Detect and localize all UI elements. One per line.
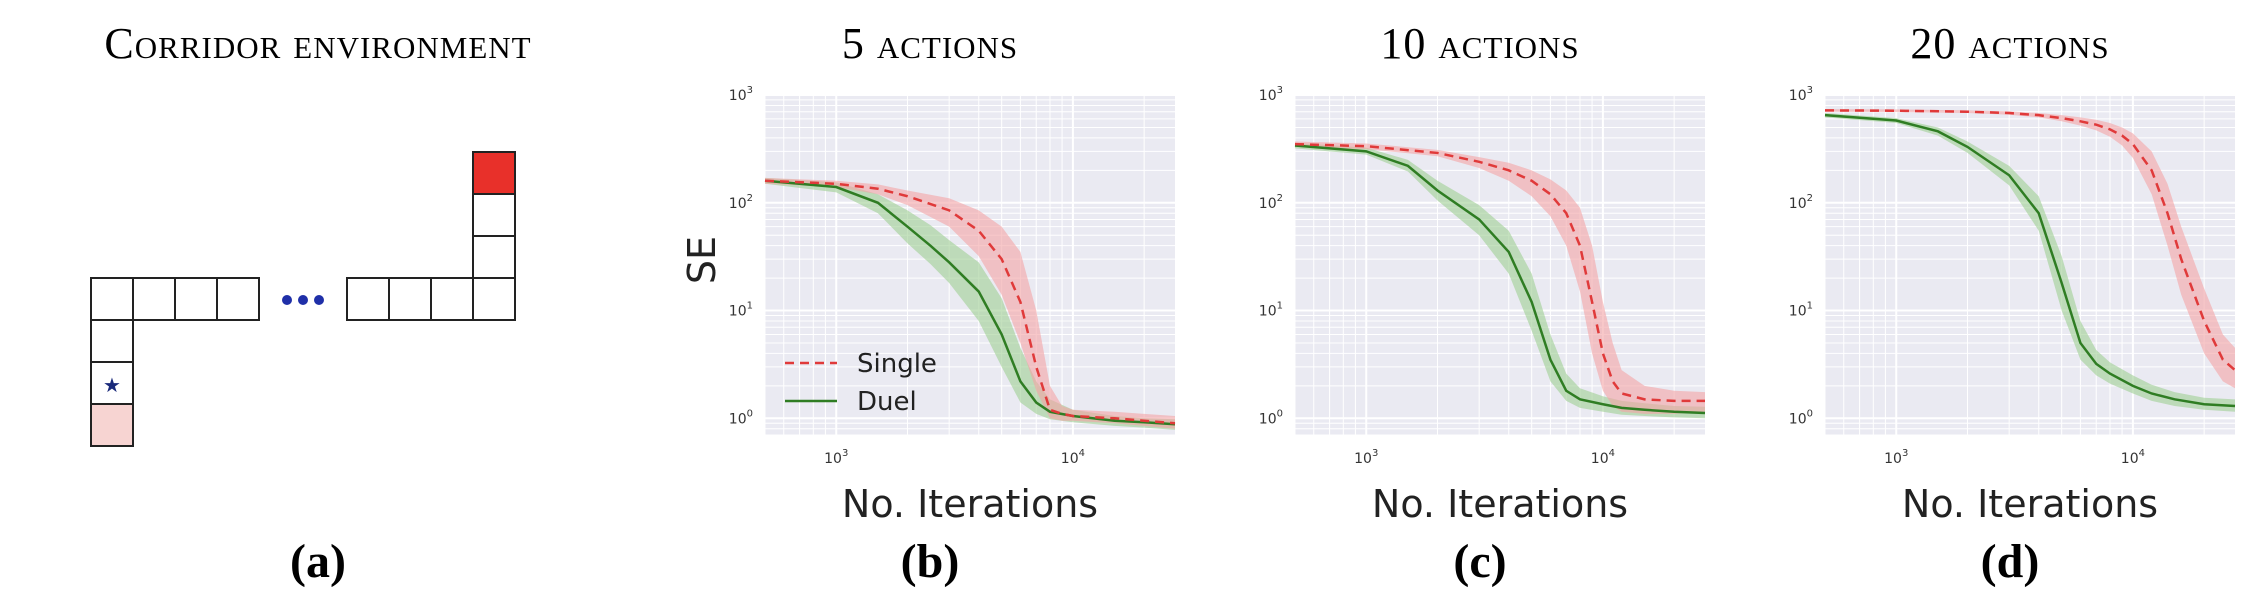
panel-b: 100 101 102 103 103 104 5 actions No. Iteration… [680, 19, 1176, 588]
series-line-single [1294, 142, 1705, 403]
x-tick-label: 104 [2121, 448, 2145, 467]
y-tick-label: 103 [1259, 85, 1283, 104]
panel-a-title: Corridor environment [104, 19, 531, 68]
chart-title: 10 actions [1380, 19, 1579, 68]
y-tick-label: 102 [1259, 193, 1283, 212]
corridor-cell [174, 277, 218, 321]
legend-entry-single: Single [857, 349, 937, 379]
panel-label: (d) [1981, 535, 2040, 588]
series-line-single [764, 179, 1176, 425]
corridor-cell [430, 277, 474, 321]
y-tick-label: 103 [729, 85, 753, 104]
legend: Single Duel [785, 349, 937, 417]
x-axis-label: No. Iterations [1372, 482, 1628, 526]
legend-entry-duel: Duel [857, 387, 917, 417]
corridor-cell [472, 235, 516, 279]
y-tick-label: 101 [1789, 301, 1813, 320]
panel-a: Corridor environment ★ (a) [90, 19, 531, 588]
panel-d: 100 101 102 103 103 104 20 actions No. Iteratio… [1789, 19, 2236, 588]
corridor-grid [90, 151, 516, 447]
y-tick-label: 103 [1789, 85, 1813, 104]
start-region-cell [90, 403, 134, 447]
corridor-cell [472, 193, 516, 237]
corridor-cell [472, 277, 516, 321]
y-tick-label: 102 [1789, 193, 1813, 212]
chart-title: 5 actions [842, 19, 1018, 68]
corridor-cell [132, 277, 176, 321]
confidence-band-duel [765, 177, 1175, 430]
ellipsis-dots-icon [282, 295, 324, 305]
series-line-single [1824, 109, 2236, 372]
panel-label: (b) [901, 535, 960, 588]
x-tick-label: 103 [824, 448, 848, 467]
x-tick-label: 104 [1591, 448, 1615, 467]
y-tick-label: 100 [1789, 408, 1813, 427]
panel-a-label: (a) [290, 535, 346, 588]
y-axis-label: SE [680, 236, 724, 284]
panel-label: (c) [1453, 535, 1506, 588]
series-line-duel [1294, 144, 1706, 415]
star-icon: ★ [103, 375, 121, 397]
y-tick-label: 100 [1259, 408, 1283, 427]
corridor-cell [90, 277, 134, 321]
series-line-duel [764, 179, 1176, 426]
series-line-duel [1824, 113, 2236, 408]
corridor-cell [388, 277, 432, 321]
x-axis-label: No. Iterations [842, 482, 1098, 526]
y-tick-label: 100 [729, 408, 753, 427]
start-cell [90, 361, 134, 405]
corridor-cell [216, 277, 260, 321]
corridor-cell [346, 277, 390, 321]
x-tick-label: 103 [1354, 448, 1378, 467]
x-tick-label: 104 [1061, 448, 1085, 467]
goal-cell [472, 151, 516, 195]
y-tick-label: 101 [729, 301, 753, 320]
panel-c: 100 101 102 103 103 104 10 actions No. Iteratio… [1259, 19, 1706, 588]
chart-title: 20 actions [1910, 19, 2109, 68]
confidence-band-single [765, 177, 1175, 429]
corridor-cell [90, 319, 134, 363]
y-tick-label: 102 [729, 193, 753, 212]
x-tick-label: 103 [1884, 448, 1908, 467]
y-tick-label: 101 [1259, 301, 1283, 320]
x-axis-label: No. Iterations [1902, 482, 2158, 526]
